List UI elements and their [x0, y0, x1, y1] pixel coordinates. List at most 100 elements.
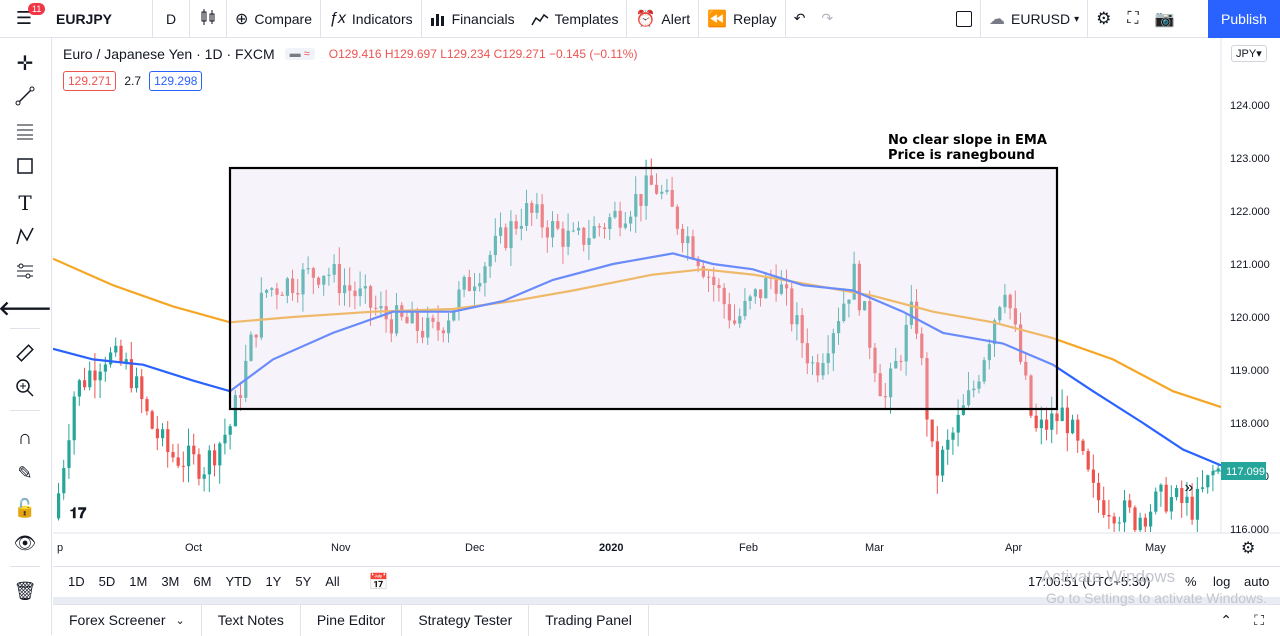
collapse-panel-button[interactable]: ⌃	[1220, 612, 1232, 629]
date-range-button[interactable]: 📅	[369, 572, 389, 592]
time-tick: May	[1145, 542, 1166, 554]
indicators-button[interactable]: ƒx Indicators	[321, 0, 421, 38]
replay-button[interactable]: ⏪ Replay	[699, 0, 785, 38]
fx-icon: ƒx	[329, 9, 346, 27]
timeframe-6m[interactable]: 6M	[193, 574, 212, 589]
legend-toggle[interactable]: ▬ ≈	[284, 48, 315, 60]
timeframe-1y[interactable]: 1Y	[265, 574, 282, 589]
chevron-down-icon: ▾	[1074, 13, 1080, 25]
candle-body	[265, 289, 269, 293]
shape-tool[interactable]	[10, 153, 40, 183]
trend-line-tool[interactable]	[10, 83, 40, 113]
financials-button[interactable]: Financials	[422, 0, 523, 38]
magnet-icon: ∩	[17, 426, 33, 449]
text-tool[interactable]: T	[10, 188, 40, 218]
candle-body	[114, 345, 118, 353]
tab-pine-editor[interactable]: Pine Editor	[301, 604, 403, 636]
lock-tool[interactable]: 🔓	[10, 493, 40, 523]
price-chart[interactable]: No clear slope in EMA Price is ranegboun…	[53, 38, 1280, 560]
timeframe-ytd[interactable]: YTD	[225, 574, 252, 589]
prediction-tool[interactable]	[10, 258, 40, 288]
timeframe-all[interactable]: All	[325, 574, 340, 589]
layout-button[interactable]	[948, 0, 980, 38]
chart-legend: Euro / Japanese Yen · 1D · FXCM ▬ ≈ O129…	[63, 46, 637, 62]
bid-price[interactable]: 129.271	[63, 71, 117, 91]
symbol-search[interactable]: EURJPY	[56, 10, 113, 27]
time-tick: Mar	[865, 542, 884, 554]
fib-tool[interactable]	[10, 118, 40, 148]
stay-drawing-tool[interactable]: ✎	[10, 458, 40, 488]
undo-button[interactable]: ↶	[786, 0, 814, 38]
remove-tool[interactable]: 🗑	[10, 576, 40, 606]
fullscreen-button[interactable]: ⛶	[1119, 0, 1146, 38]
candle-body	[514, 221, 518, 229]
tradingview-logo[interactable]: 𝟏𝟕	[63, 498, 93, 528]
candle-body	[1128, 500, 1132, 508]
magnet-tool[interactable]: ∩	[10, 423, 40, 453]
candle-body	[899, 360, 903, 362]
panel-divider[interactable]	[53, 597, 1280, 604]
maximize-panel-button[interactable]: ⛶	[1254, 612, 1264, 629]
range-rectangle[interactable]	[228, 166, 1059, 411]
candle-body	[1039, 419, 1043, 429]
symbol-title[interactable]: Euro / Japanese Yen · 1D · FXCM	[63, 46, 275, 62]
candle-body	[519, 225, 523, 229]
tab-text-notes[interactable]: Text Notes	[202, 604, 301, 636]
candle-body	[675, 206, 679, 229]
tab-trading-panel[interactable]: Trading Panel	[529, 604, 649, 636]
tab-strategy-tester[interactable]: Strategy Tester	[402, 604, 530, 636]
candle-body	[951, 432, 955, 440]
axis-settings-button[interactable]: ⚙	[1241, 538, 1255, 558]
cloud-layout-button[interactable]: ☁ EURUSD ▾	[981, 0, 1087, 38]
candle-body	[847, 299, 851, 304]
timeframe-1d[interactable]: 1D	[68, 574, 85, 589]
chart-pane[interactable]: No clear slope in EMA Price is ranegboun…	[53, 38, 1280, 560]
interval-button[interactable]: D	[165, 10, 177, 27]
timeframe-3m[interactable]: 3M	[161, 574, 180, 589]
redo-button[interactable]: ↷	[813, 0, 841, 38]
candle-body	[421, 330, 425, 338]
zoom-tool[interactable]	[10, 375, 40, 405]
settings-button[interactable]: ⚙	[1088, 0, 1119, 38]
clock-display[interactable]: 17:00:51 (UTC+5:30)	[1028, 574, 1151, 589]
candle-body	[551, 221, 555, 238]
alert-button[interactable]: ⏰ Alert	[627, 0, 698, 38]
timeframe-1m[interactable]: 1M	[129, 574, 148, 589]
compare-button[interactable]: ⊕ Compare	[227, 0, 320, 38]
ask-price[interactable]: 129.298	[149, 71, 203, 91]
candle-body	[603, 227, 607, 230]
measure-tool[interactable]	[10, 340, 40, 370]
currency-selector[interactable]: JPY▾	[1231, 45, 1267, 62]
candle-body	[613, 210, 617, 218]
candle-body	[701, 266, 705, 277]
candle-body	[998, 307, 1002, 321]
time-tick: Dec	[465, 542, 485, 554]
log-toggle[interactable]: log	[1213, 574, 1231, 589]
publish-button[interactable]: Publish	[1208, 0, 1280, 38]
last-price-label: 117.099	[1226, 466, 1265, 478]
candle-body	[634, 194, 638, 217]
candle-body	[535, 204, 539, 213]
pattern-tool[interactable]	[10, 223, 40, 253]
candle-body	[1206, 475, 1210, 488]
hide-tool[interactable]: 👁	[10, 528, 40, 558]
timeframe-list: 1D 5D 1M 3M 6M YTD 1Y 5Y All	[61, 574, 347, 589]
candle-body	[363, 286, 367, 289]
candle-body	[1019, 324, 1023, 362]
scroll-to-realtime-button[interactable]: »	[1177, 476, 1201, 500]
timeframe-5d[interactable]: 5D	[98, 574, 116, 589]
templates-button[interactable]: Templates	[523, 0, 627, 38]
auto-toggle[interactable]: auto	[1244, 574, 1270, 589]
crosshair-tool[interactable]: ✛	[10, 48, 40, 78]
percent-toggle[interactable]: %	[1185, 574, 1197, 589]
chart-type-button[interactable]	[190, 0, 226, 38]
timeframe-5y[interactable]: 5Y	[295, 574, 312, 589]
pencil-lock-icon: ✎	[17, 462, 33, 483]
snapshot-button[interactable]: 📷	[1147, 0, 1183, 38]
candle-body	[327, 274, 331, 276]
candle-body	[904, 324, 908, 362]
tab-forex-screener[interactable]: Forex Screener ⌄	[53, 604, 202, 636]
menu-button[interactable]: ☰ 11	[0, 0, 48, 38]
candle-body	[358, 288, 362, 297]
back-arrow-tool[interactable]: 🡐	[0, 293, 52, 323]
